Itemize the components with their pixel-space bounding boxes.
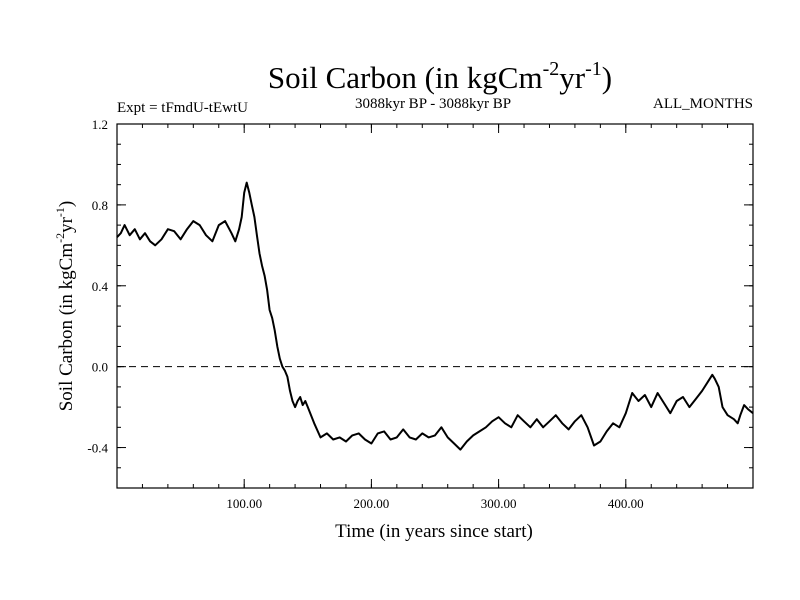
plot-area: 100.00 200.00 300.00 400.00 -0.4 0.0 0.4 0.8 1.2 — [87, 117, 754, 511]
y-tick-label: 0.0 — [92, 360, 108, 375]
x-tick-label: 200.00 — [354, 496, 390, 511]
plot-frame — [116, 123, 754, 489]
months-label: ALL_MONTHS — [653, 96, 753, 112]
ylabel-main: Soil Carbon (in kgCm — [56, 243, 77, 412]
x-tick-label: 300.00 — [481, 496, 517, 511]
time-range-label: 3088kyr BP - 3088kyr BP — [355, 96, 511, 112]
ylabel-mid: yr — [56, 216, 77, 233]
ylabel-sup-2: -1 — [53, 207, 67, 217]
y-tick-label: -0.4 — [87, 441, 108, 456]
x-axis-label: Time (in years since start) — [335, 521, 533, 542]
title-sup-1: -2 — [543, 58, 560, 80]
title-main: Soil Carbon (in kgCm — [268, 60, 543, 95]
title-mid: yr — [559, 60, 586, 95]
ylabel-end: ) — [56, 201, 77, 207]
title-end: ) — [602, 60, 612, 95]
experiment-label: Expt = tFmdU-tEwtU — [117, 100, 248, 116]
ylabel-sup-1: -2 — [53, 233, 67, 243]
y-tick-label: 0.8 — [92, 198, 108, 213]
y-tick-label: 0.4 — [92, 279, 109, 294]
chart-title: Soil Carbon (in kgCm-2yr-1) — [268, 58, 612, 95]
x-tick-label: 400.00 — [608, 496, 644, 511]
title-sup-2: -1 — [585, 58, 602, 80]
y-axis-label: Soil Carbon (in kgCm-2yr-1) — [53, 201, 77, 412]
y-tick-label: 1.2 — [92, 117, 108, 132]
x-tick-label: 100.00 — [226, 496, 262, 511]
series-line-0 — [116, 181, 754, 451]
